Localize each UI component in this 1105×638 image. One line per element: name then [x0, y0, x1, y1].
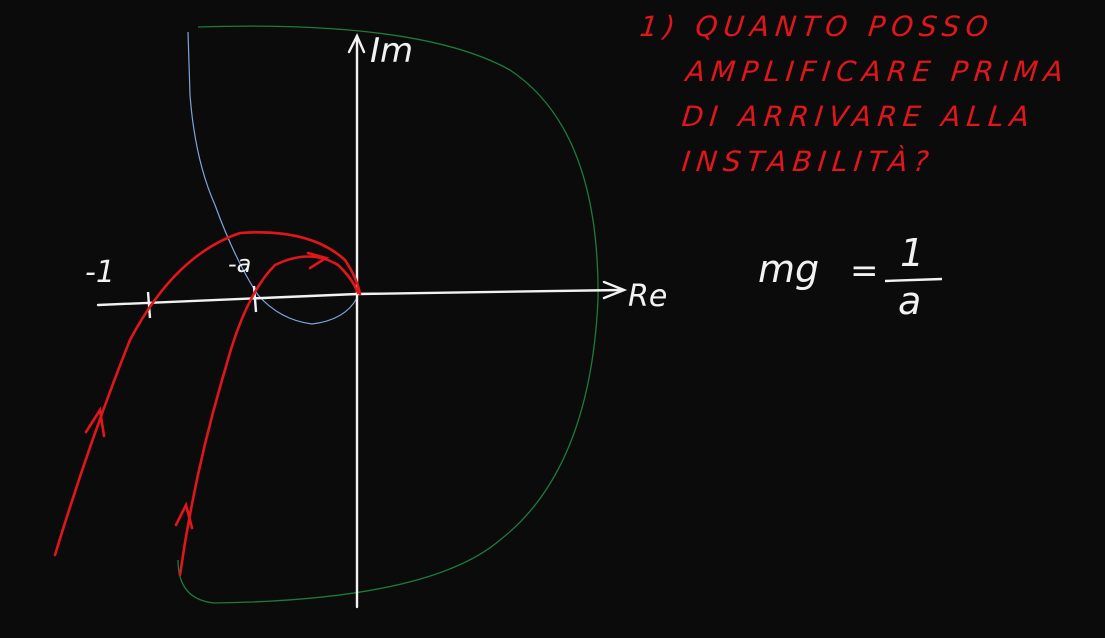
- tick-mark-minus-one: [146, 291, 152, 319]
- formula-denominator: a: [898, 279, 921, 323]
- nyquist-closing-contour: [177, 25, 599, 604]
- formula-lhs: mg: [758, 247, 819, 291]
- tick-label-minus-one: -1: [85, 255, 115, 290]
- gain-margin-formula: mg = 1 a: [758, 231, 943, 323]
- red-nyquist-curve-inner: [174, 251, 360, 577]
- imaginary-axis: [347, 33, 366, 609]
- question-line-4: INSTABILITÀ?: [680, 145, 937, 178]
- formula-numerator: 1: [900, 231, 924, 275]
- real-axis: [96, 280, 628, 307]
- question-line-1: 1) QUANTO POSSO: [638, 10, 996, 43]
- tick-mark-minus-a: [252, 285, 258, 313]
- blue-locus-curve: [187, 31, 358, 325]
- tick-label-minus-a: -a: [228, 250, 251, 278]
- fraction-bar: [884, 277, 943, 283]
- red-nyquist-curve-outer: [53, 231, 362, 557]
- imaginary-axis-label: Im: [370, 31, 413, 71]
- question-line-3: DI ARRIVARE ALLA: [680, 100, 1037, 133]
- formula-equals: =: [850, 251, 879, 291]
- question-line-2: AMPLIFICARE PRIMA: [684, 55, 1071, 88]
- real-axis-label: Re: [628, 279, 667, 314]
